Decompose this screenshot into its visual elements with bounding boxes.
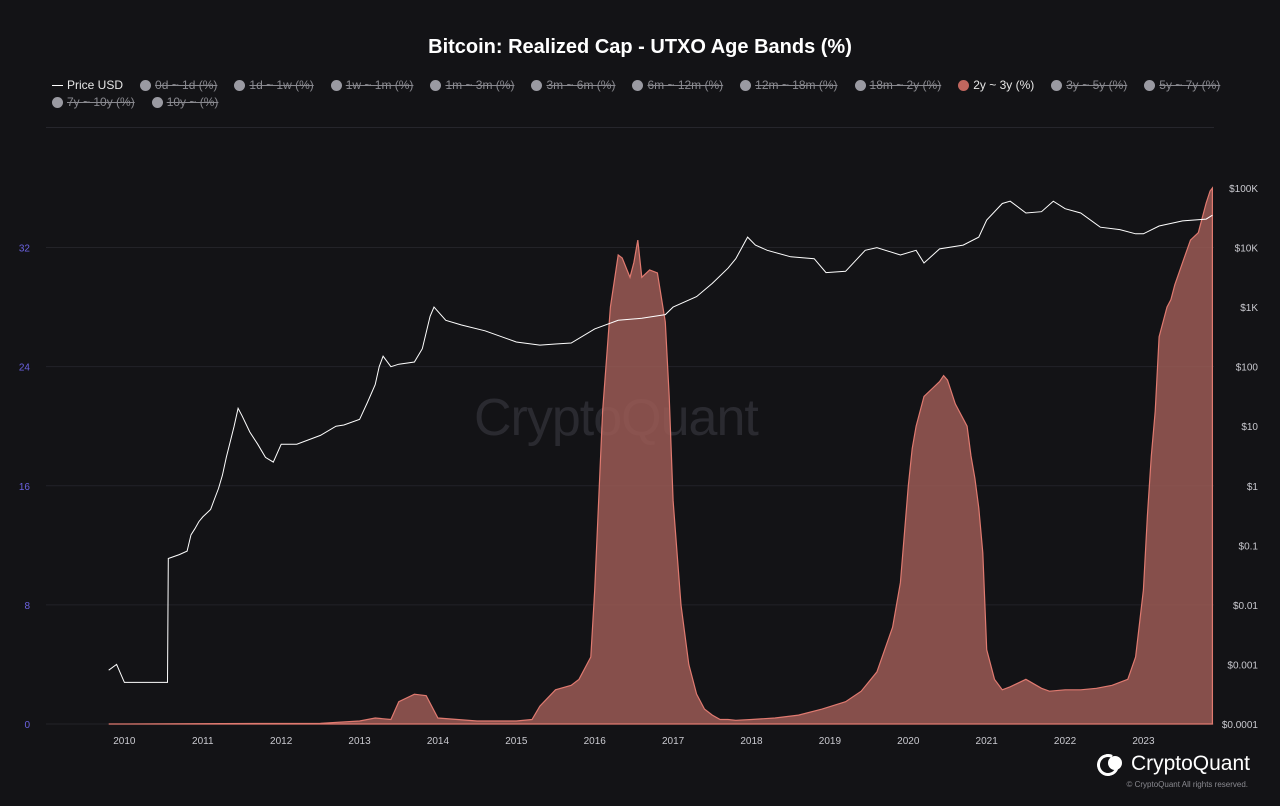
band-area-layer: [108, 186, 1214, 725]
right-tick-label: $0.01: [1233, 601, 1258, 612]
legend-dot-icon: [531, 79, 543, 91]
brand[interactable]: CryptoQuant: [1093, 750, 1250, 780]
legend-item[interactable]: 3y ~ 5y (%): [1051, 78, 1127, 92]
left-axis: 0 8 16 24 32: [19, 244, 31, 731]
legend-dot-icon: [854, 79, 866, 91]
legend-label: 3y ~ 5y (%): [1066, 78, 1128, 92]
x-tick-label: 2013: [348, 736, 371, 747]
legend-label: 5y ~ 7y (%): [1159, 78, 1221, 92]
legend-divider: [46, 127, 1214, 128]
right-tick-label: $100K: [1229, 184, 1258, 195]
legend-label: 6m ~ 12m (%): [647, 78, 724, 92]
right-tick-label: $10K: [1235, 244, 1259, 255]
price-line-layer: [108, 200, 1213, 683]
legend-dot-icon: [740, 79, 752, 91]
legend-dot-icon: [140, 79, 152, 91]
legend-dot-icon: [1144, 79, 1156, 91]
left-tick-label: 16: [19, 482, 31, 493]
legend-item[interactable]: 0d ~ 1d (%): [140, 78, 217, 92]
legend-item[interactable]: 12m ~ 18m (%): [740, 78, 838, 92]
x-tick-label: 2017: [662, 736, 685, 747]
legend-label: Price USD: [67, 78, 124, 92]
left-tick-label: 24: [19, 363, 31, 374]
legend-label: 18m ~ 2y (%): [869, 78, 942, 92]
legend-dot-icon: [234, 79, 246, 91]
x-tick-label: 2014: [427, 736, 450, 747]
legend-label: 2y ~ 3y (%): [973, 78, 1035, 92]
legend-label: 1m ~ 3m (%): [445, 78, 515, 92]
legend-label: 0d ~ 1d (%): [155, 78, 218, 92]
right-tick-label: $1: [1247, 482, 1259, 493]
right-tick-label: $1K: [1240, 303, 1258, 314]
legend-item[interactable]: 6m ~ 12m (%): [632, 78, 723, 92]
right-axis: $0.0001 $0.001 $0.01 $0.1 $1 $10 $100 $1K $10K $1…: [1222, 184, 1259, 731]
legend-dot-icon: [151, 96, 163, 108]
x-tick-label: 2019: [819, 736, 842, 747]
x-tick-label: 2021: [976, 736, 999, 747]
left-tick-label: 32: [19, 244, 31, 255]
x-tick-label: 2018: [740, 736, 763, 747]
copyright: © CryptoQuant All rights reserved.: [1126, 780, 1249, 789]
legend-label: 10y ~ (%): [166, 95, 219, 109]
legend-item[interactable]: 5y ~ 7y (%): [1144, 78, 1220, 92]
x-tick-label: 2015: [505, 736, 528, 747]
x-axis: 2010 2011 2012 2013 2014 2015 2016 2017 2018 2019…: [113, 736, 1155, 747]
left-tick-label: 8: [24, 601, 30, 612]
legend-item[interactable]: 10y ~ (%): [151, 95, 219, 109]
legend-item[interactable]: 1m ~ 3m (%): [430, 78, 514, 92]
legend-dot-icon: [430, 79, 442, 91]
legend: Price USD 0d ~ 1d (%) 1d ~ 1w (%) 1w ~ 1m (…: [52, 78, 1252, 109]
legend-label: 7y ~ 10y (%): [67, 95, 135, 109]
x-tick-label: 2016: [584, 736, 607, 747]
legend-label: 3m ~ 6m (%): [546, 78, 616, 92]
legend-label: 12m ~ 18m (%): [755, 78, 838, 92]
legend-label: 1d ~ 1w (%): [249, 78, 314, 92]
x-tick-label: 2023: [1132, 736, 1155, 747]
x-tick-label: 2012: [270, 736, 293, 747]
right-tick-label: $100: [1236, 363, 1259, 374]
legend-item[interactable]: 1w ~ 1m (%): [330, 78, 414, 92]
left-tick-label: 0: [24, 720, 30, 731]
right-tick-label: $0.0001: [1222, 720, 1259, 731]
legend-item[interactable]: 1d ~ 1w (%): [234, 78, 314, 92]
line-swatch-icon: [52, 84, 63, 86]
legend-dot-icon: [1051, 79, 1063, 91]
x-tick-label: 2020: [897, 736, 920, 747]
right-tick-label: $0.001: [1227, 660, 1258, 671]
right-tick-label: $0.1: [1239, 541, 1259, 552]
legend-item[interactable]: 7y ~ 10y (%): [52, 95, 135, 109]
legend-dot-icon: [632, 79, 644, 91]
right-tick-label: $10: [1241, 422, 1258, 433]
brand-name: CryptoQuant: [1130, 752, 1250, 775]
legend-dot-icon: [52, 96, 63, 108]
legend-item[interactable]: 18m ~ 2y (%): [854, 78, 942, 92]
legend-dot-icon: [958, 79, 970, 91]
cryptoquant-logo-icon: [1093, 750, 1125, 780]
legend-label: 1w ~ 1m (%): [345, 78, 414, 92]
legend-item[interactable]: 2y ~ 3y (%): [958, 78, 1034, 92]
x-tick-label: 2010: [113, 736, 136, 747]
price-usd-line: [108, 200, 1213, 683]
legend-dot-icon: [330, 79, 342, 91]
x-tick-label: 2011: [192, 736, 214, 747]
chart-title: Bitcoin: Realized Cap - UTXO Age Bands (…: [428, 36, 852, 58]
legend-item[interactable]: Price USD: [52, 78, 123, 92]
band-area-2y-3y: [108, 186, 1214, 725]
x-tick-label: 2022: [1054, 736, 1077, 747]
legend-item[interactable]: 3m ~ 6m (%): [531, 78, 615, 92]
